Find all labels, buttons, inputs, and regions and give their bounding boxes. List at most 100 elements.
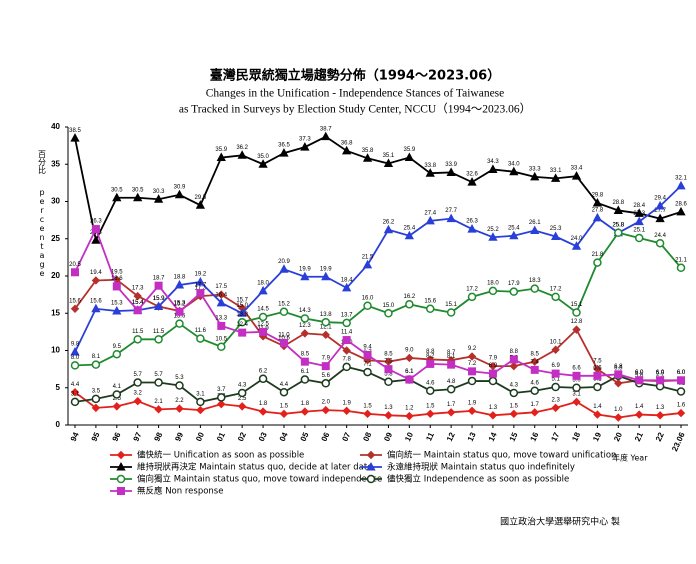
data-label: 17.7 [195,283,207,289]
x-tick-label: 11 [424,430,436,442]
data-point [676,408,686,418]
data-label: 15.9 [153,296,165,302]
data-point [133,291,142,301]
data-point [467,352,477,361]
data-label: 10.6 [278,336,290,342]
data-label: 15.9 [153,296,165,302]
data-label: 6.6 [614,365,623,371]
data-point [217,393,226,402]
data-label: 4.6 [531,380,540,386]
x-tick-label: 07 [340,430,352,442]
data-point [175,307,184,316]
data-label: 15.1 [571,302,583,308]
chart-subtitle: Changes in the Unification - Independenc… [206,88,505,100]
data-point [153,194,164,203]
legend-marker [116,474,126,484]
data-point [175,319,184,328]
data-point [321,271,331,281]
data-point [258,374,268,384]
data-point [384,365,393,374]
data-label: 15.0 [236,303,248,309]
data-label: 33.9 [445,162,457,168]
data-point [112,282,121,291]
data-label: 9.4 [363,345,372,351]
data-point [384,309,393,318]
data-label: 8.2 [426,353,435,359]
x-axis-label: 年度 Year [612,453,648,463]
data-point [321,330,330,340]
data-label: 1.7 [531,402,540,408]
data-label: 5.8 [384,371,393,377]
x-tick-label: 20 [612,430,624,442]
data-point [321,405,330,415]
data-point [405,375,414,384]
data-label: 17.2 [466,286,478,292]
data-label: 1.3 [656,405,665,411]
data-point [279,339,288,348]
data-point [509,230,519,240]
data-point [592,212,603,222]
data-label: 25.2 [487,227,499,233]
data-point [550,173,561,182]
x-tick-label: 13 [466,430,478,442]
data-label: 6.6 [593,365,602,371]
y-tick-label: 40 [51,122,60,131]
data-point [404,152,414,162]
data-label: 5.1 [551,377,560,383]
data-point [342,406,351,416]
x-tick-label: 02 [236,430,248,442]
x-tick-label: 03 [257,430,269,442]
legend-label: 偏向獨立 Maintain status quo, move toward in… [137,474,382,485]
data-label: 29.8 [592,193,604,199]
data-point [196,289,205,298]
data-point [446,308,456,317]
data-label: 11.5 [153,329,165,335]
data-label: 3.1 [71,391,80,397]
data-label: 6.1 [405,369,414,375]
data-point [551,292,560,302]
y-tick-label: 30 [51,197,60,206]
data-point [133,335,142,344]
data-label: 28.6 [675,202,687,208]
data-label: 11.4 [341,330,353,336]
legend-marker [116,461,126,471]
data-label: 35.9 [215,147,227,153]
data-label: 1.6 [677,403,686,409]
data-point [383,224,394,234]
x-tick-label: 94 [69,430,81,442]
data-label: 2.5 [238,396,247,402]
chart-title: 臺灣民眾統獨立場趨勢分佈（1994～2023.06） [210,68,500,84]
x-tick-label: 08 [361,430,373,442]
data-label: 15.3 [111,301,123,307]
data-label: 4.3 [510,383,519,389]
data-point [467,177,477,186]
data-point [655,213,665,223]
data-point [530,225,540,235]
data-point [383,158,394,168]
data-label: 1.5 [510,403,519,409]
data-point [300,375,310,384]
data-label: 13.6 [174,313,186,319]
data-label: 7.5 [593,359,602,365]
data-point [572,397,581,407]
data-point [467,292,477,302]
data-label: 13.8 [320,312,332,318]
data-point [175,404,184,413]
data-point [133,396,142,406]
x-tick-label: 21 [633,430,645,442]
data-point [279,264,289,273]
data-point [425,215,435,225]
data-point [300,329,310,338]
data-point [70,388,80,397]
data-label: 15.2 [174,301,186,307]
data-point [321,317,331,327]
data-point [530,357,539,366]
data-label: 20.9 [278,259,290,265]
series-line [74,365,682,403]
x-tick-label: 99 [173,430,185,442]
data-point [112,305,122,315]
data-point [237,150,247,159]
data-label: 9.2 [468,346,477,352]
data-point [91,225,100,234]
data-point [70,133,80,142]
